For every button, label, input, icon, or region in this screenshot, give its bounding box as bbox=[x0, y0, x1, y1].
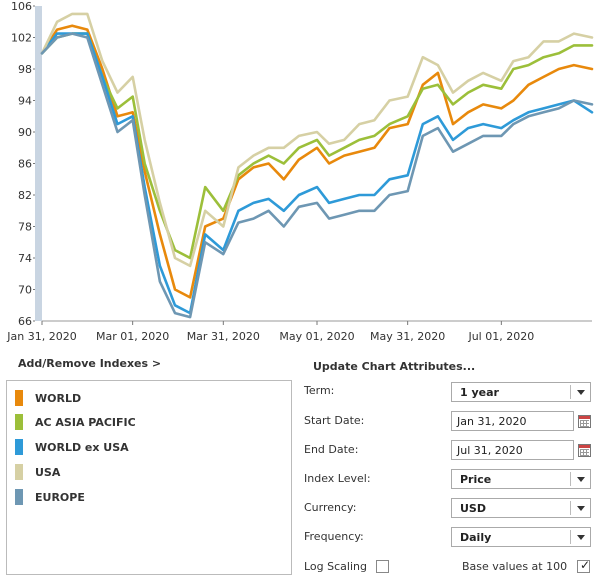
legend-swatch bbox=[15, 489, 23, 505]
chevron-down-icon bbox=[577, 535, 585, 540]
y-tick-label: 90 bbox=[18, 126, 32, 139]
term-select[interactable]: 1 year bbox=[451, 382, 591, 402]
chevron-down-icon bbox=[577, 477, 585, 482]
y-tick-label: 94 bbox=[18, 95, 32, 108]
y-tick-label: 86 bbox=[18, 158, 32, 171]
legend-label: EUROPE bbox=[35, 490, 85, 504]
currency-select-value: USD bbox=[460, 502, 486, 515]
chevron-down-icon bbox=[577, 390, 585, 395]
legend-swatch bbox=[15, 464, 23, 480]
x-tick-label: Jul 01, 2020 bbox=[467, 330, 534, 343]
update-chart-attributes-heading: Update Chart Attributes... bbox=[313, 360, 476, 373]
frequency-label: Frequency: bbox=[304, 530, 364, 543]
index-level-label: Index Level: bbox=[304, 472, 371, 485]
start-date-input[interactable]: Jan 31, 2020 bbox=[451, 411, 574, 431]
y-tick-label: 74 bbox=[18, 252, 32, 265]
series-line-ac-asia-pacific bbox=[40, 32, 594, 260]
add-remove-indexes-link[interactable]: Add/Remove Indexes > bbox=[18, 357, 162, 370]
select-divider bbox=[570, 472, 571, 486]
series-line-europe bbox=[40, 32, 594, 319]
index-chart: 66 70 74 78 82 86 90 94 98 102 106 Jan 31, 2020 Mar … bbox=[6, 0, 594, 343]
legend-swatch bbox=[15, 390, 23, 406]
term-label: Term: bbox=[304, 384, 335, 397]
index-level-select[interactable]: Price bbox=[451, 469, 591, 489]
select-divider bbox=[570, 501, 571, 515]
legend-label: AC ASIA PACIFIC bbox=[35, 415, 136, 429]
legend-panel: WORLD AC ASIA PACIFIC WORLD ex USA USA E… bbox=[6, 380, 292, 575]
legend-swatch bbox=[15, 439, 23, 455]
legend-label: WORLD bbox=[35, 391, 82, 405]
y-tick-label: 82 bbox=[18, 189, 32, 202]
select-divider bbox=[570, 530, 571, 544]
x-tick-label: May 01, 2020 bbox=[279, 330, 354, 343]
y-tick-label: 106 bbox=[11, 0, 32, 13]
frequency-select[interactable]: Daily bbox=[451, 527, 591, 547]
x-tick-label: May 31, 2020 bbox=[370, 330, 445, 343]
select-divider bbox=[570, 385, 571, 399]
calendar-icon[interactable] bbox=[578, 415, 591, 428]
legend-item-ac-asia-pacific[interactable]: AC ASIA PACIFIC bbox=[15, 414, 136, 430]
log-scaling-checkbox[interactable] bbox=[376, 560, 389, 573]
index-level-select-value: Price bbox=[460, 473, 492, 486]
base-values-checkbox[interactable]: ✓ bbox=[577, 558, 591, 573]
x-tick-label: Jan 31, 2020 bbox=[6, 330, 76, 343]
series-line-world-ex-usa bbox=[40, 32, 594, 315]
line-chart-svg: 66 70 74 78 82 86 90 94 98 102 106 Jan 31, 2020 Mar … bbox=[6, 0, 594, 343]
y-tick-label: 70 bbox=[18, 284, 32, 297]
start-date-label: Start Date: bbox=[304, 414, 365, 427]
legend-label: USA bbox=[35, 465, 61, 479]
base-values-label: Base values at 100 bbox=[462, 560, 568, 573]
legend-item-europe[interactable]: EUROPE bbox=[15, 489, 85, 505]
y-tick-label: 98 bbox=[18, 63, 32, 76]
end-date-label: End Date: bbox=[304, 443, 359, 456]
frequency-select-value: Daily bbox=[460, 531, 492, 544]
y-axis-bar bbox=[35, 6, 42, 321]
chevron-down-icon bbox=[577, 506, 585, 511]
y-tick-label: 66 bbox=[18, 315, 32, 328]
log-scaling-label: Log Scaling bbox=[304, 560, 367, 573]
legend-swatch bbox=[15, 414, 23, 430]
term-select-value: 1 year bbox=[460, 386, 499, 399]
x-tick-label: Mar 01, 2020 bbox=[96, 330, 169, 343]
legend-item-world[interactable]: WORLD bbox=[15, 390, 81, 406]
currency-label: Currency: bbox=[304, 501, 357, 514]
y-tick-label: 78 bbox=[18, 221, 32, 234]
legend-item-world-ex-usa[interactable]: WORLD ex USA bbox=[15, 439, 129, 455]
x-tick-label: Mar 31, 2020 bbox=[187, 330, 260, 343]
end-date-input[interactable]: Jul 31, 2020 bbox=[451, 440, 574, 460]
series-line-world bbox=[40, 24, 594, 299]
y-tick-label: 102 bbox=[11, 32, 32, 45]
legend-label: WORLD ex USA bbox=[35, 440, 129, 454]
currency-select[interactable]: USD bbox=[451, 498, 591, 518]
calendar-icon[interactable] bbox=[578, 444, 591, 457]
checkmark-icon: ✓ bbox=[580, 558, 591, 572]
series-line-usa bbox=[40, 12, 594, 268]
legend-item-usa[interactable]: USA bbox=[15, 464, 60, 480]
